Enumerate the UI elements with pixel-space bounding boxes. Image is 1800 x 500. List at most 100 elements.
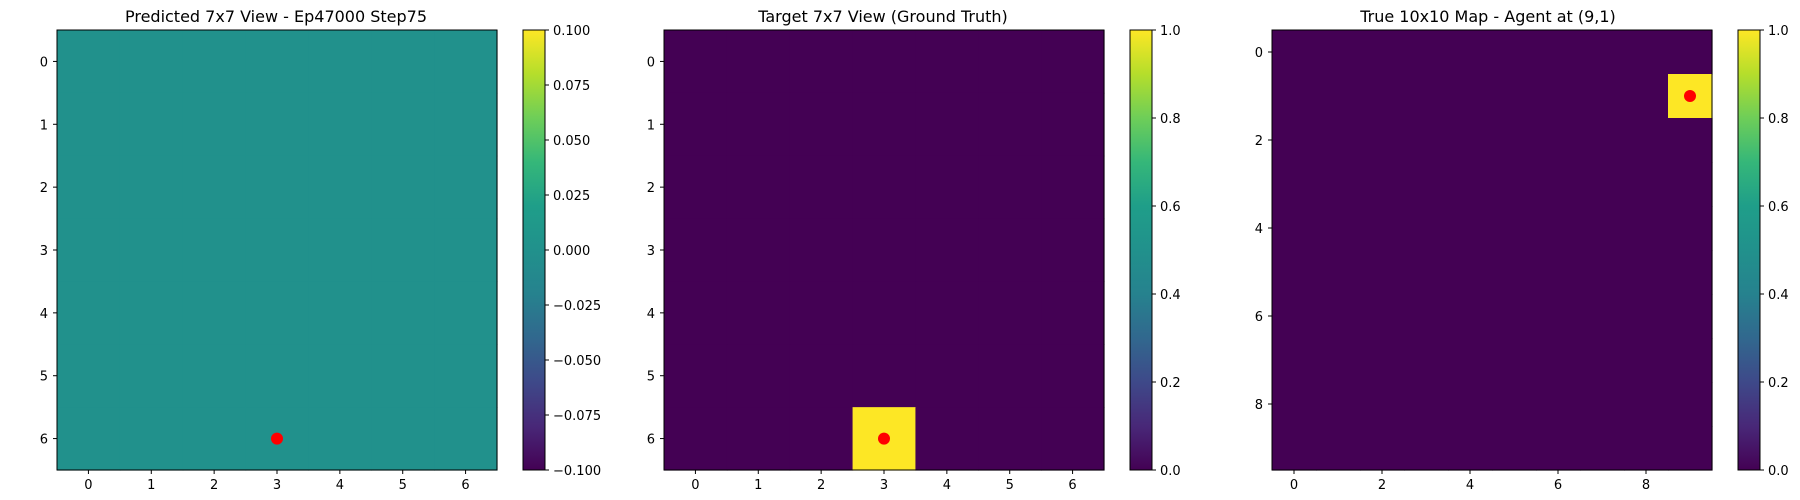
heatmap-cell bbox=[1668, 30, 1713, 75]
heatmap-cell bbox=[1272, 338, 1317, 383]
panel-predicted: Predicted 7x7 View - Ep47000 Step75 0 1 2 3… bbox=[40, 7, 601, 493]
x-tick-label: 4 bbox=[336, 478, 344, 493]
heatmap-cell bbox=[726, 407, 791, 471]
heatmap-cell bbox=[1041, 281, 1105, 345]
heatmap-cell bbox=[1316, 250, 1361, 295]
heatmap-cell bbox=[789, 30, 854, 94]
heatmap-cell bbox=[726, 281, 791, 345]
heatmap-cell bbox=[1492, 206, 1537, 251]
heatmap-cell bbox=[182, 344, 247, 408]
heatmap-cell bbox=[1580, 74, 1625, 119]
heatmap-cell bbox=[371, 344, 435, 408]
heatmap-cell bbox=[789, 155, 854, 220]
heatmap-cell bbox=[434, 218, 498, 283]
heatmap-cell bbox=[119, 407, 184, 471]
heatmap-cell bbox=[978, 344, 1042, 408]
agent-marker bbox=[1684, 90, 1696, 102]
heatmap-cell bbox=[1668, 338, 1713, 383]
heatmap-cell bbox=[664, 344, 728, 408]
heatmap-cell bbox=[1360, 250, 1405, 295]
heatmap-cell bbox=[1448, 206, 1493, 251]
heatmap-cell bbox=[664, 92, 728, 157]
heatmap-cell bbox=[1404, 382, 1449, 427]
y-tick-label: 3 bbox=[647, 244, 655, 259]
heatmap-cell bbox=[1580, 30, 1625, 75]
heatmap-cell bbox=[1448, 294, 1493, 339]
heatmap-cell bbox=[1580, 426, 1625, 471]
colorbar-tick-label: 0.6 bbox=[1768, 200, 1789, 215]
heatmap-cell bbox=[308, 30, 372, 94]
heatmap-cell bbox=[1492, 294, 1537, 339]
colorbar-tick-label: 0.4 bbox=[1768, 288, 1789, 303]
y-tick-label: 6 bbox=[1255, 310, 1263, 325]
heatmap-cell bbox=[852, 155, 917, 220]
heatmap-cell bbox=[1668, 206, 1713, 251]
heatmap-cell bbox=[852, 30, 917, 94]
y-tick-label: 5 bbox=[647, 370, 655, 385]
x-tick-label: 2 bbox=[817, 478, 825, 493]
x-tick-label: 8 bbox=[1642, 478, 1650, 493]
heatmap-cell bbox=[1624, 206, 1669, 251]
heatmap-cell bbox=[1536, 162, 1581, 207]
heatmap-cell bbox=[1041, 344, 1105, 408]
heatmap-cell bbox=[852, 344, 917, 408]
heatmap-cell bbox=[1624, 74, 1669, 119]
heatmap-cell bbox=[1272, 118, 1317, 163]
heatmap-cell bbox=[1272, 426, 1317, 471]
heatmap-cell bbox=[1448, 426, 1493, 471]
heatmap-cell bbox=[57, 30, 121, 94]
colorbar-tick-label: −0.100 bbox=[553, 464, 601, 479]
heatmap-cell bbox=[182, 92, 247, 157]
heatmap-cell bbox=[1316, 118, 1361, 163]
heatmap-cell bbox=[1624, 338, 1669, 383]
heatmap-cell bbox=[1360, 382, 1405, 427]
heatmap-cell bbox=[434, 155, 498, 220]
heatmap-cell bbox=[371, 92, 435, 157]
heatmap-cell bbox=[1404, 294, 1449, 339]
heatmap-cell bbox=[1668, 162, 1713, 207]
heatmap-cell bbox=[915, 281, 979, 345]
heatmap-cell bbox=[1448, 250, 1493, 295]
heatmap-cell bbox=[1580, 118, 1625, 163]
heatmap-cell bbox=[1624, 30, 1669, 75]
heatmap-cell bbox=[978, 30, 1042, 94]
heatmap-cell bbox=[1492, 338, 1537, 383]
heatmap-cell bbox=[119, 218, 184, 283]
y-tick-label: 8 bbox=[1255, 398, 1263, 413]
heatmap-cell bbox=[245, 218, 310, 283]
heatmap-cell bbox=[1041, 92, 1105, 157]
chart-title: Predicted 7x7 View - Ep47000 Step75 bbox=[125, 7, 427, 26]
y-tick-label: 6 bbox=[40, 433, 48, 448]
heatmap-cell bbox=[182, 218, 247, 283]
heatmap-cell bbox=[1316, 294, 1361, 339]
heatmap-cell bbox=[1316, 162, 1361, 207]
heatmap-predicted: 0 1 2 3 4 5 6 0 1 2 3 4 5 6 −0.100 −0.075 −0.050 −0.025 0.… bbox=[40, 24, 601, 493]
heatmap-cell bbox=[57, 344, 121, 408]
colorbar-tick-label: 0.6 bbox=[1160, 200, 1181, 215]
heatmap-cell bbox=[1536, 426, 1581, 471]
heatmap-cell bbox=[308, 344, 372, 408]
y-tick-label: 0 bbox=[40, 55, 48, 70]
heatmap-cell bbox=[978, 218, 1042, 283]
colorbar-tick-label: 0.0 bbox=[1768, 464, 1789, 479]
heatmap-cell bbox=[726, 155, 791, 220]
heatmap-cell bbox=[852, 281, 917, 345]
heatmap-cell bbox=[57, 281, 121, 345]
heatmap-cell bbox=[1668, 250, 1713, 295]
heatmap-cell bbox=[182, 155, 247, 220]
heatmap-cell bbox=[852, 218, 917, 283]
heatmap-cell bbox=[1272, 382, 1317, 427]
heatmap-cell bbox=[1041, 30, 1105, 94]
heatmap-cell bbox=[1316, 382, 1361, 427]
y-tick-label: 6 bbox=[647, 433, 655, 448]
y-tick-label: 3 bbox=[40, 244, 48, 259]
heatmap-cell bbox=[915, 218, 979, 283]
heatmap-cell bbox=[119, 155, 184, 220]
heatmap-cell bbox=[1360, 118, 1405, 163]
heatmap-cell bbox=[1580, 338, 1625, 383]
heatmap-cell bbox=[119, 344, 184, 408]
heatmap-cell bbox=[726, 344, 791, 408]
heatmap-cell bbox=[434, 344, 498, 408]
heatmap-cell bbox=[1624, 382, 1669, 427]
heatmap-cell bbox=[789, 218, 854, 283]
